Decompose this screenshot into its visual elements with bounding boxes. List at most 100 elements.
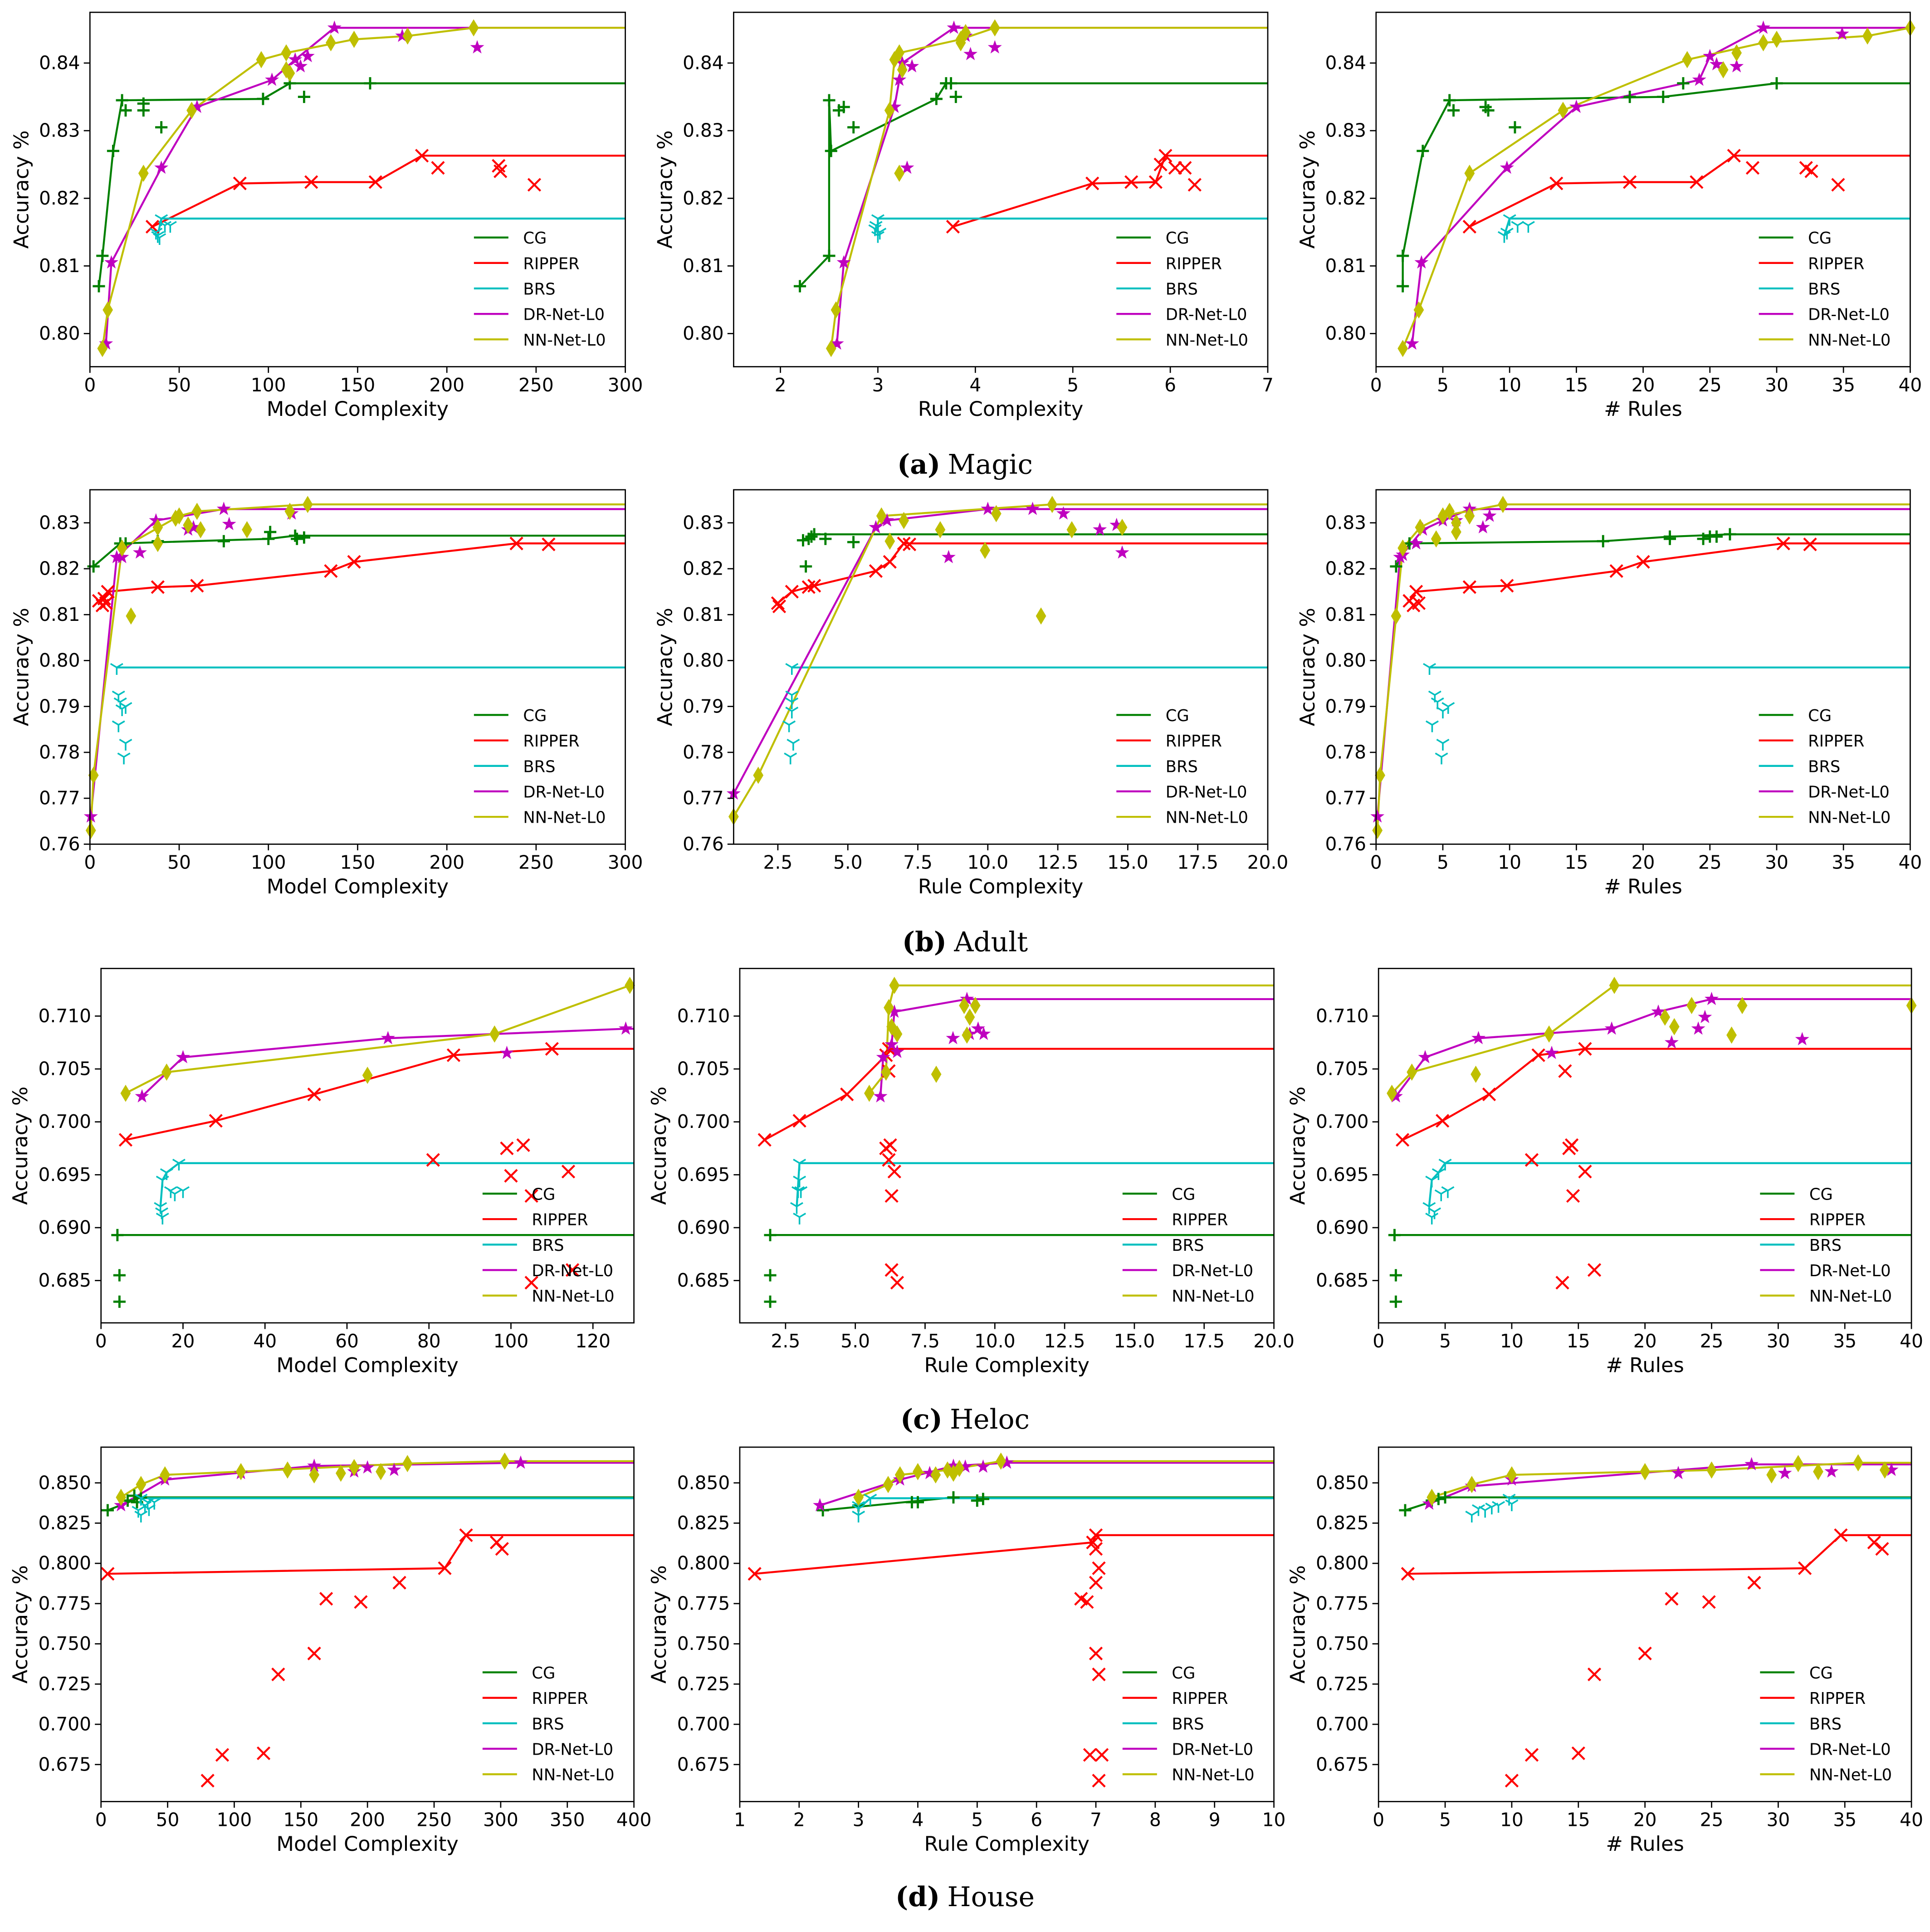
x-tick-label: 10 [1500,1330,1524,1352]
diamond-marker [1558,102,1568,119]
star-marker [293,59,308,73]
tri-down-marker [793,1176,806,1188]
data-point-ripper [772,599,787,614]
x-tick-label: 10 [1498,374,1521,396]
diamond-marker [161,1064,172,1081]
data-point-cg [1677,77,1690,90]
legend: CG RIPPER BRS DR-Net-L0 NN-Net-L0 [1116,707,1248,827]
diamond-marker [103,301,113,319]
diamond-marker [191,503,202,520]
data-point-cg [1509,121,1521,134]
star-marker [499,1045,514,1059]
x-tick-label: 0 [95,1809,107,1831]
x-tick-label: 3 [853,1809,865,1831]
legend-label: DR-Net-L0 [532,1262,613,1280]
legend-label: NN-Net-L0 [1808,331,1891,350]
legend-item-nn-net-l0: NN-Net-L0 [474,809,606,827]
data-point-dr-net-l0 [499,1045,514,1059]
star-marker [265,72,279,86]
legend-label: RIPPER [1808,732,1864,751]
star-marker [135,1089,149,1103]
data-point-cg [1710,530,1723,543]
plus-marker [847,536,860,548]
plus-marker [930,93,943,105]
data-point-cg [1388,1229,1401,1241]
tri-down-marker [1441,1186,1455,1198]
x-tick-label: 0 [1373,1330,1384,1352]
diamond-marker [349,30,359,48]
x-marker [524,1276,538,1290]
x-axis-label: Rule Complexity [924,1832,1090,1856]
legend-item-brs: BRS [1116,280,1198,299]
y-tick-label: 0.84 [1325,52,1366,74]
plus-marker [113,1269,126,1282]
star-marker [1115,545,1129,559]
y-tick-label: 0.850 [39,1472,91,1493]
data-point-brs [793,1212,806,1225]
data-point-cg [119,104,132,117]
x-tick-label: 7 [1262,374,1274,396]
data-point-nn-net-l0 [1117,518,1128,536]
diamond-marker [989,19,1000,37]
data-point-nn-net-l0 [160,1466,171,1483]
data-point-nn-net-l0 [195,521,206,538]
data-point-cg [101,1504,114,1517]
x-tick-label: 7 [1090,1809,1102,1831]
y-tick-label: 0.77 [39,787,80,809]
series-line-dr-net-l0 [105,27,625,344]
data-point-brs [141,1498,154,1510]
plus-marker [1397,280,1409,293]
plus-marker [971,1494,983,1507]
x-tick-label: 0 [1373,1809,1384,1831]
data-point-ripper [319,1592,333,1606]
axes-frame [733,489,1269,845]
data-point-ripper [495,1542,509,1556]
data-point-brs [172,1158,186,1171]
x-tick-label: 50 [156,1809,180,1831]
data-point-cg [1439,1491,1451,1504]
legend-item-ripper: RIPPER [1759,732,1864,751]
star-marker [1093,522,1107,536]
data-point-brs [852,1511,865,1522]
x-tick-label: 35 [1832,852,1855,873]
data-point-nn-net-l0 [152,535,163,552]
y-tick-label: 0.82 [683,558,724,580]
x-marker [509,537,523,551]
diamond-marker [931,1065,942,1083]
legend-label: RIPPER [532,1211,588,1229]
data-point-cg [364,77,376,90]
plus-marker [823,249,836,262]
data-point-nn-net-l0 [326,34,336,52]
diamond-marker [152,518,163,536]
y-tick-label: 0.825 [1316,1512,1368,1534]
x-marker [1153,157,1168,171]
data-point-cg [262,532,275,545]
legend: CG RIPPER BRS DR-Net-L0 NN-Net-L0 [1760,1664,1892,1785]
x-tick-label: 20 [171,1330,195,1352]
data-point-ripper [1153,157,1168,171]
data-point-brs [156,1176,169,1188]
diamond-marker [1731,44,1742,62]
diamond-marker [1766,1466,1777,1483]
x-marker [1831,178,1845,192]
data-point-ripper [1875,1542,1889,1556]
x-marker [438,1561,452,1575]
y-tick-label: 0.77 [683,787,724,809]
data-point-nn-net-l0 [889,976,900,994]
star-marker [1705,991,1719,1005]
data-point-ripper [1747,1576,1761,1590]
subplot-adult-1: 2.5 5.0 7.5 10.0 12.5 15.0 17.5 20.0 0.76 0.77 0.7… [653,489,1288,898]
tri-down-marker [1492,1501,1505,1513]
star-marker [1405,336,1419,350]
legend-item-dr-net-l0: DR-Net-L0 [474,306,605,324]
tri-down-marker [1521,221,1535,233]
tri-down-marker [784,752,797,765]
legend-label: NN-Net-L0 [1166,809,1248,827]
data-point-nn-net-l0 [242,521,252,538]
data-point-brs [864,1493,877,1506]
plus-marker [977,1493,989,1505]
data-point-ripper [1638,1646,1652,1660]
data-point-ripper [426,1153,440,1167]
x-tick-label: 250 [416,1809,452,1831]
y-tick-label: 0.80 [1325,322,1366,344]
